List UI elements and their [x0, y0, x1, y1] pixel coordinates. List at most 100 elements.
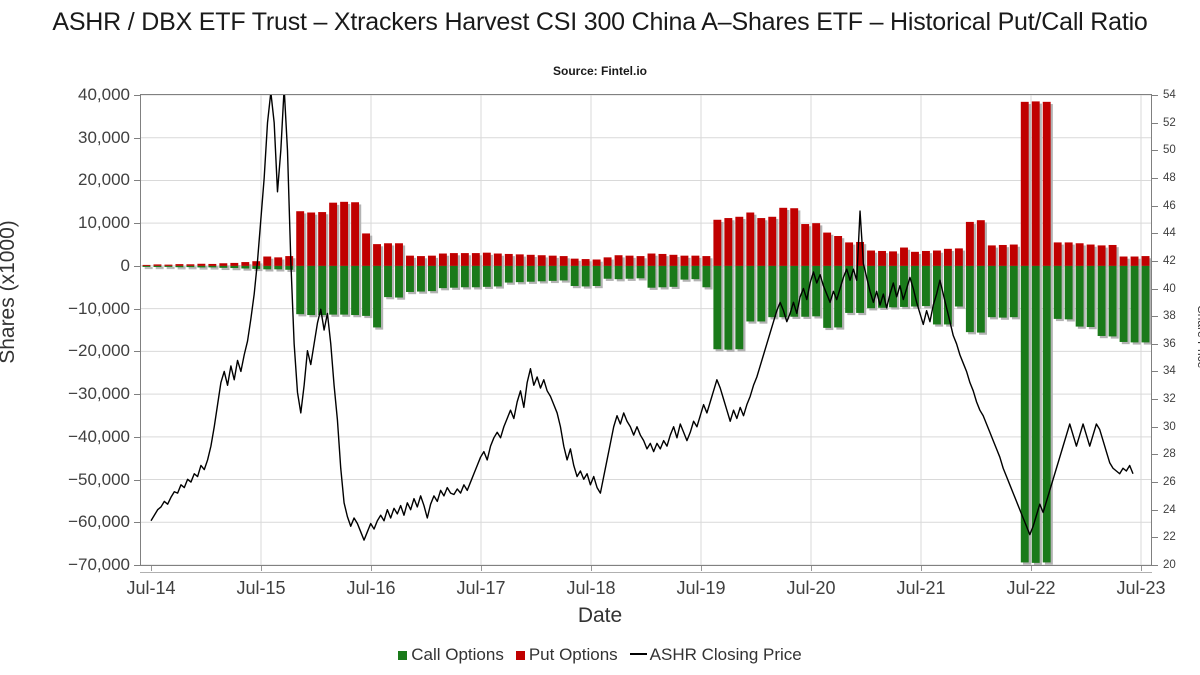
x-axis-tick-label: Jul-18 [566, 578, 616, 598]
plot-area [140, 94, 1152, 566]
call-bar [669, 265, 678, 287]
call-bar [1064, 265, 1073, 320]
put-bar [460, 253, 469, 266]
put-bar [976, 220, 985, 266]
put-bar [647, 253, 656, 266]
call-bar [636, 265, 645, 279]
x-axis-tick [811, 566, 812, 571]
call-bar [845, 265, 854, 313]
x-axis-tick-label: Jul-15 [236, 578, 286, 598]
y-axis-right-tick [1152, 288, 1158, 290]
y-axis-left-tick [134, 308, 140, 310]
legend-item[interactable]: Put Options [515, 645, 618, 665]
call-bar [1141, 265, 1150, 343]
call-bar [340, 265, 349, 315]
put-bar [526, 254, 535, 266]
call-bar [186, 265, 195, 268]
call-bar [208, 265, 217, 268]
chart-source: Source: Fintel.io [552, 64, 647, 78]
y-axis-right-tick-label: 22 [1163, 531, 1176, 544]
legend-label: Put Options [528, 645, 618, 664]
put-bar [921, 250, 930, 266]
y-axis-left-tick-label: 0 [120, 255, 130, 275]
x-axis-tick-label: Jul-16 [346, 578, 396, 598]
y-axis-right-tick-label: 42 [1163, 254, 1176, 267]
y-axis-right-tick [1152, 509, 1158, 511]
put-bar [438, 253, 447, 266]
call-bar [1086, 265, 1095, 328]
legend-item[interactable]: Call Options [398, 645, 504, 665]
put-bar [241, 262, 250, 266]
y-axis-left-tick [134, 95, 140, 96]
put-bar [834, 236, 843, 266]
y-axis-left-tick [134, 180, 140, 182]
y-axis-left-tick-label: −20,000 [68, 341, 130, 361]
put-bar [142, 264, 151, 266]
call-bar [625, 265, 634, 279]
page-title: ASHR / DBX ETF Trust – Xtrackers Harvest… [52, 8, 1148, 36]
call-bar [1009, 265, 1018, 318]
call-bar [1042, 265, 1051, 563]
y-axis-right-tick [1152, 482, 1158, 484]
put-bar [713, 219, 722, 266]
x-axis-label: Date [577, 604, 623, 627]
y-axis-left-tick [134, 351, 140, 353]
y-axis-right-tick-label: 38 [1163, 310, 1176, 323]
put-bar [515, 254, 524, 266]
call-bar [691, 265, 700, 280]
y-axis-right-label: Share Price [1195, 305, 1200, 369]
x-axis-tick [701, 566, 702, 571]
put-bar [1119, 256, 1128, 266]
y-axis-left-tick [134, 223, 140, 225]
put-bar [570, 258, 579, 266]
put-bar [801, 224, 810, 266]
call-bar [548, 265, 557, 281]
call-bar [965, 265, 974, 333]
y-axis-left-tick-label: −10,000 [68, 298, 130, 318]
call-bar [384, 265, 392, 298]
y-axis-right-tick-label: 34 [1163, 365, 1176, 378]
chart-legend: Call Options Put Options ASHR Closing Pric… [0, 645, 1200, 665]
call-bar [911, 265, 919, 307]
put-bar [998, 244, 1007, 266]
call-bar [197, 265, 206, 268]
call-bar [812, 265, 821, 317]
call-bar [241, 265, 250, 269]
y-axis-right-tick-label: 24 [1163, 503, 1176, 516]
x-axis-tick [1141, 566, 1142, 571]
call-bar [790, 265, 799, 317]
x-axis-line [140, 572, 1152, 573]
put-bar [482, 252, 491, 266]
call-bar [779, 265, 788, 318]
put-bar [658, 253, 667, 266]
put-bar [1064, 242, 1073, 266]
chart-canvas [141, 95, 1151, 565]
put-bar [680, 255, 689, 266]
put-bar [702, 256, 711, 266]
call-bar [438, 265, 447, 289]
put-bar [757, 218, 766, 266]
put-bar [1075, 243, 1084, 266]
legend-item[interactable]: ASHR Closing Price [629, 645, 802, 665]
call-bar [592, 265, 601, 286]
y-axis-left-tick [134, 436, 140, 438]
call-bar [230, 265, 239, 269]
put-bar [779, 207, 788, 266]
put-bar [1020, 101, 1029, 266]
put-bar [318, 212, 327, 266]
y-axis-right-tick [1152, 399, 1158, 401]
x-axis-tick [1031, 566, 1032, 571]
y-axis-left-tick [134, 137, 140, 139]
put-bar [164, 264, 173, 266]
put-bar [856, 241, 865, 266]
call-bar [515, 265, 524, 283]
y-axis-right-tick-label: 28 [1163, 448, 1176, 461]
call-bar [921, 265, 930, 307]
put-bar [219, 263, 228, 266]
y-axis-left-tick-label: 20,000 [78, 170, 130, 190]
call-bar [296, 265, 305, 315]
put-bar [307, 212, 316, 266]
call-bar [362, 265, 371, 316]
y-axis-right-tick [1152, 565, 1158, 566]
y-axis-left-tick [134, 479, 140, 481]
